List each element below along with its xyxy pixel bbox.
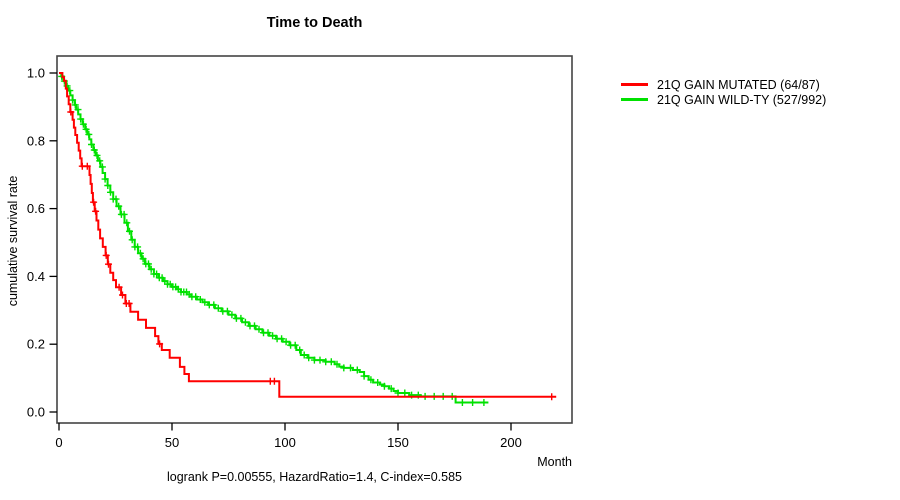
- survival-curve-wildtype-censor-marks: [58, 72, 488, 406]
- legend-label-wildtype: 21Q GAIN WILD-TY (527/992): [657, 92, 827, 107]
- y-axis-tick-label: 0.2: [27, 337, 45, 352]
- legend: 21Q GAIN MUTATED (64/87) 21Q GAIN WILD-T…: [621, 77, 826, 107]
- x-axis-tick-label: 200: [500, 435, 522, 450]
- y-axis-tick-label: 0.4: [27, 269, 45, 284]
- x-axis-unit-label: Month: [537, 455, 572, 469]
- plot-box: [56, 55, 573, 424]
- survival-curve-wildtype: [59, 72, 489, 404]
- y-axis-tick-label: 1.0: [27, 66, 45, 81]
- survival-curve-mutated-censor-marks: [67, 108, 556, 401]
- x-axis-tick-label: 100: [274, 435, 296, 450]
- y-axis-tick-label: 0.8: [27, 133, 45, 148]
- survival-curve-mutated: [59, 72, 557, 398]
- y-axis-tick-label: 0.0: [27, 405, 45, 420]
- x-axis-tick-label: 150: [387, 435, 409, 450]
- legend-item-wildtype: 21Q GAIN WILD-TY (527/992): [621, 92, 826, 107]
- x-axis-tick-label: 0: [55, 435, 62, 450]
- legend-label-mutated: 21Q GAIN MUTATED (64/87): [657, 77, 820, 92]
- y-axis-tick-label: 0.6: [27, 201, 45, 216]
- chart-title: Time to Death: [266, 15, 363, 31]
- legend-item-mutated: 21Q GAIN MUTATED (64/87): [621, 77, 826, 92]
- legend-red-line-swatch: [621, 83, 648, 86]
- stats-footer: logrank P=0.00555, HazardRatio=1.4, C-in…: [167, 470, 462, 484]
- x-axis-tick-label: 50: [165, 435, 179, 450]
- legend-green-line-swatch: [621, 98, 648, 101]
